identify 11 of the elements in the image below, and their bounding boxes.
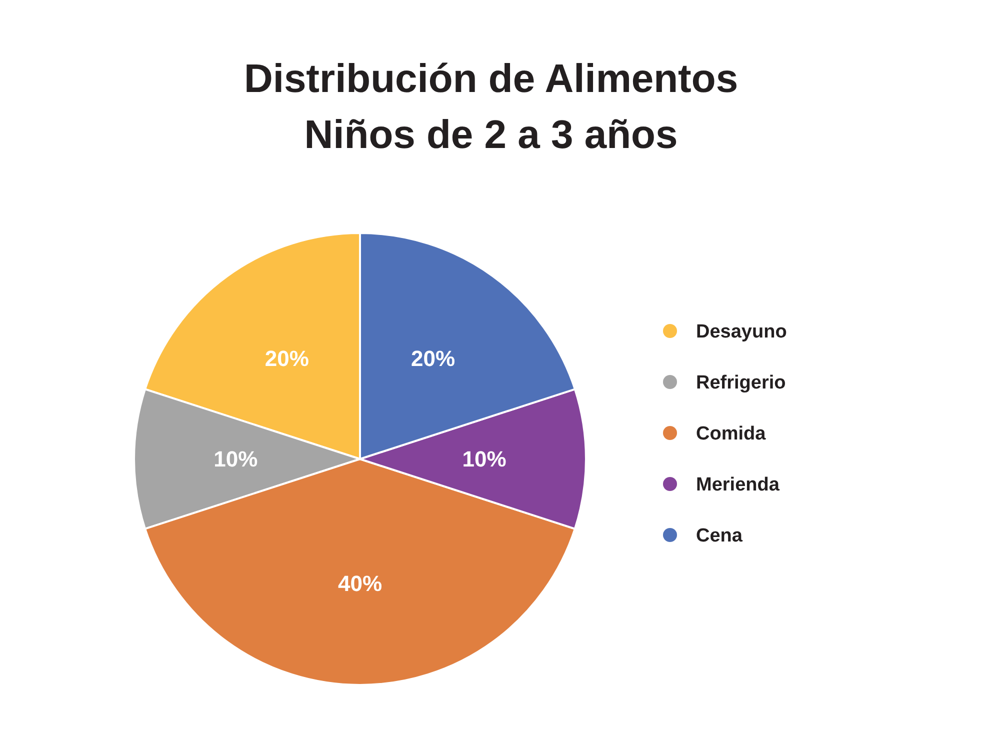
legend-label: Desayuno xyxy=(696,322,787,343)
data-label: 10% xyxy=(462,446,506,472)
legend-label: Cena xyxy=(696,526,743,547)
data-label: 10% xyxy=(214,446,258,472)
chart-title: Distribución de Alimentos Niños de 2 a 3 años xyxy=(244,57,738,157)
data-label: 40% xyxy=(338,571,382,596)
data-label: 20% xyxy=(264,346,309,372)
legend-label: Refrigerio xyxy=(696,372,786,394)
legend-label: Merienda xyxy=(696,474,780,496)
legend-label: Comida xyxy=(696,424,766,445)
data-label: 20% xyxy=(411,346,456,372)
